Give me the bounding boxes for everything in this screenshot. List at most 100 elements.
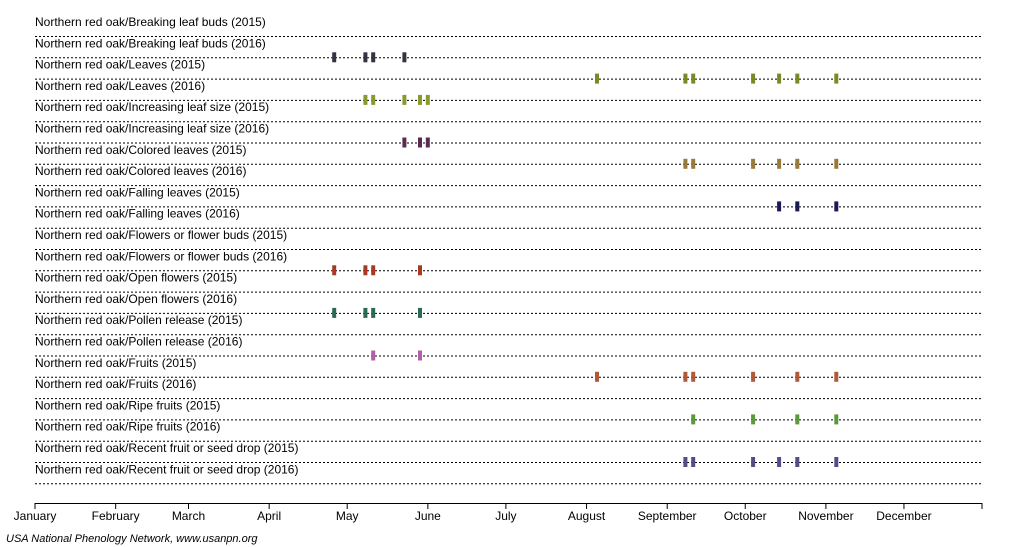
row-label: Northern red oak/Recent fruit or seed dr… [35, 441, 298, 455]
observation-mark [691, 457, 696, 467]
chart-row: Northern red oak/Open flowers (2015) [35, 271, 982, 293]
row-label: Northern red oak/Colored leaves (2015) [35, 143, 246, 157]
observation-mark [795, 158, 800, 169]
observation-mark [751, 414, 756, 425]
observation-mark [363, 52, 368, 63]
observation-mark [595, 73, 599, 84]
chart-row: Northern red oak/Pollen release (2016) [35, 335, 982, 361]
observation-mark [795, 457, 800, 467]
observation-mark [332, 307, 337, 318]
row-label: Northern red oak/Ripe fruits (2015) [35, 398, 220, 412]
chart-row: Northern red oak/Open flowers (2016) [35, 292, 982, 318]
x-tick-label: April [257, 509, 281, 523]
observation-mark [418, 94, 422, 105]
observation-mark [834, 158, 839, 169]
row-label: Northern red oak/Pollen release (2016) [35, 335, 242, 349]
observation-mark [332, 265, 337, 276]
chart-row: Northern red oak/Colored leaves (2015) [35, 143, 982, 169]
chart-row: Northern red oak/Breaking leaf buds (201… [35, 15, 982, 37]
observation-mark [691, 73, 696, 84]
row-label: Northern red oak/Increasing leaf size (2… [35, 122, 269, 136]
chart-row: Northern red oak/Leaves (2016) [35, 79, 982, 105]
row-label: Northern red oak/Colored leaves (2016) [35, 164, 246, 178]
x-tick-label: January [14, 509, 57, 523]
observation-mark [371, 265, 376, 276]
chart-row: Northern red oak/Increasing leaf size (2… [35, 100, 982, 123]
observation-mark [834, 371, 839, 382]
observation-mark [425, 94, 430, 105]
row-label: Northern red oak/Fruits (2016) [35, 377, 196, 391]
observation-mark [332, 52, 337, 63]
observation-mark [363, 94, 368, 105]
row-label: Northern red oak/Ripe fruits (2016) [35, 420, 220, 434]
row-label: Northern red oak/Breaking leaf buds (201… [35, 36, 266, 50]
chart-row: Northern red oak/Recent fruit or seed dr… [35, 441, 982, 467]
chart-row: Northern red oak/Colored leaves (2016) [35, 164, 982, 187]
observation-mark [418, 350, 422, 361]
observation-mark [795, 73, 800, 84]
observation-mark [691, 158, 696, 169]
observation-mark [683, 158, 688, 169]
chart-row: Northern red oak/Breaking leaf buds (201… [35, 36, 982, 63]
observation-mark [418, 137, 422, 148]
chart-row: Northern red oak/Fruits (2016) [35, 377, 982, 400]
chart-row: Northern red oak/Falling leaves (2016) [35, 207, 982, 229]
observation-mark [777, 158, 782, 169]
chart-row: Northern red oak/Ripe fruits (2016) [35, 420, 982, 442]
row-label: Northern red oak/Flowers or flower buds … [35, 249, 287, 263]
observation-mark [691, 371, 696, 382]
row-label: Northern red oak/Open flowers (2015) [35, 271, 237, 285]
row-label: Northern red oak/Breaking leaf buds (201… [35, 15, 266, 29]
observation-mark [691, 414, 696, 425]
observation-mark [834, 414, 839, 425]
chart-row: Northern red oak/Leaves (2015) [35, 58, 982, 84]
x-tick-label: September [638, 509, 697, 523]
observation-mark [425, 137, 430, 148]
observation-mark [371, 94, 376, 105]
observation-mark [683, 457, 688, 467]
observation-mark [777, 73, 782, 84]
chart-row: Northern red oak/Pollen release (2015) [35, 313, 982, 336]
observation-mark [751, 73, 756, 84]
observation-mark [795, 371, 800, 382]
chart-row: Northern red oak/Ripe fruits (2015) [35, 398, 982, 425]
row-label: Northern red oak/Fruits (2015) [35, 356, 196, 370]
observation-mark [402, 94, 407, 105]
row-label: Northern red oak/Recent fruit or seed dr… [35, 462, 298, 476]
x-tick-label: July [495, 509, 516, 523]
x-tick-label: November [798, 509, 853, 523]
x-axis: January February March April May June July Augu… [14, 503, 983, 523]
chart-row: Northern red oak/Recent fruit or seed dr… [35, 462, 982, 485]
row-label: Northern red oak/Falling leaves (2016) [35, 207, 240, 221]
chart-row: Northern red oak/Fruits (2015) [35, 356, 982, 382]
observation-mark [371, 350, 376, 361]
row-label: Northern red oak/Increasing leaf size (2… [35, 100, 269, 114]
observation-mark [834, 457, 839, 467]
row-label: Northern red oak/Leaves (2015) [35, 58, 205, 72]
chart-row: Northern red oak/Increasing leaf size (2… [35, 122, 982, 148]
observation-mark [751, 158, 756, 169]
x-tick-label: March [172, 509, 205, 523]
row-label: Northern red oak/Falling leaves (2015) [35, 185, 240, 199]
observation-mark [595, 371, 599, 382]
observation-mark [371, 52, 376, 63]
row-label: Northern red oak/Pollen release (2015) [35, 313, 242, 327]
observation-mark [834, 201, 839, 212]
observation-mark [795, 414, 800, 425]
row-label: Northern red oak/Leaves (2016) [35, 79, 205, 93]
row-label: Northern red oak/Open flowers (2016) [35, 292, 237, 306]
observation-mark [363, 265, 368, 276]
observation-mark [418, 265, 422, 276]
observation-mark [751, 371, 756, 382]
observation-mark [402, 52, 407, 63]
chart-row: Northern red oak/Flowers or flower buds … [35, 249, 982, 276]
chart-row: Northern red oak/Flowers or flower buds … [35, 228, 982, 250]
observation-mark [371, 307, 376, 318]
observation-mark [363, 307, 368, 318]
x-tick-label: October [724, 509, 767, 523]
observation-mark [683, 371, 688, 382]
x-tick-label: February [92, 509, 140, 523]
observation-mark [402, 137, 407, 148]
observation-mark [751, 457, 756, 467]
